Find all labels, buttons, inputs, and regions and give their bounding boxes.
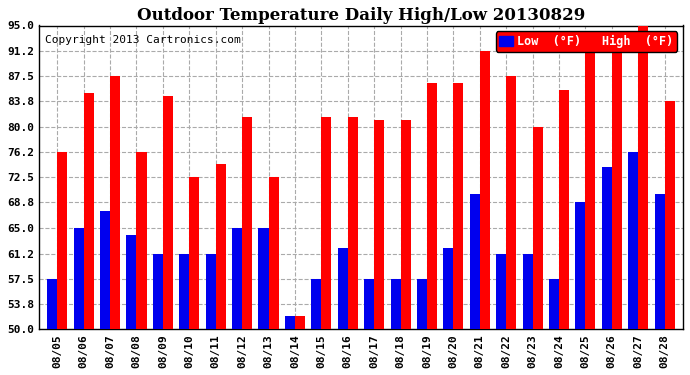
- Bar: [179, 254, 189, 330]
- Bar: [153, 254, 163, 330]
- Bar: [443, 248, 453, 330]
- Text: Copyright 2013 Cartronics.com: Copyright 2013 Cartronics.com: [46, 34, 241, 45]
- Bar: [57, 153, 68, 330]
- Bar: [391, 279, 400, 330]
- Bar: [311, 279, 322, 330]
- Bar: [453, 83, 464, 330]
- Bar: [137, 153, 146, 330]
- Bar: [612, 51, 622, 330]
- Bar: [427, 83, 437, 330]
- Bar: [417, 279, 427, 330]
- Bar: [242, 117, 252, 330]
- Bar: [522, 254, 533, 330]
- Bar: [655, 194, 664, 330]
- Bar: [559, 90, 569, 330]
- Bar: [470, 194, 480, 330]
- Bar: [602, 167, 612, 330]
- Bar: [126, 235, 137, 330]
- Bar: [259, 228, 268, 330]
- Bar: [74, 228, 83, 330]
- Bar: [100, 211, 110, 330]
- Bar: [549, 279, 559, 330]
- Bar: [585, 51, 595, 330]
- Bar: [285, 316, 295, 330]
- Bar: [364, 279, 374, 330]
- Bar: [322, 117, 331, 330]
- Bar: [216, 164, 226, 330]
- Bar: [400, 120, 411, 330]
- Bar: [295, 316, 305, 330]
- Bar: [496, 254, 506, 330]
- Bar: [628, 153, 638, 330]
- Bar: [575, 202, 585, 330]
- Bar: [83, 93, 94, 330]
- Bar: [110, 76, 120, 330]
- Bar: [480, 51, 490, 330]
- Bar: [664, 101, 675, 330]
- Title: Outdoor Temperature Daily High/Low 20130829: Outdoor Temperature Daily High/Low 20130…: [137, 7, 585, 24]
- Bar: [533, 127, 542, 330]
- Bar: [348, 117, 357, 330]
- Bar: [232, 228, 242, 330]
- Bar: [374, 120, 384, 330]
- Bar: [163, 96, 173, 330]
- Legend: Low  (°F), High  (°F): Low (°F), High (°F): [495, 32, 677, 52]
- Bar: [337, 248, 348, 330]
- Bar: [189, 177, 199, 330]
- Bar: [206, 254, 216, 330]
- Bar: [268, 177, 279, 330]
- Bar: [638, 26, 648, 330]
- Bar: [506, 76, 516, 330]
- Bar: [47, 279, 57, 330]
